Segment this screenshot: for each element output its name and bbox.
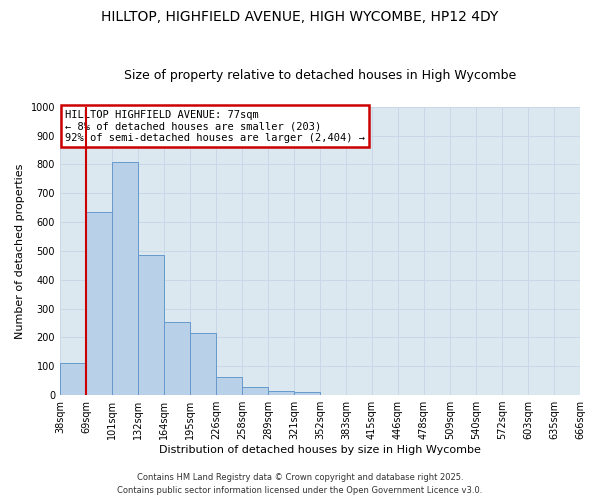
Text: Contains HM Land Registry data © Crown copyright and database right 2025.
Contai: Contains HM Land Registry data © Crown c… — [118, 474, 482, 495]
Text: HILLTOP, HIGHFIELD AVENUE, HIGH WYCOMBE, HP12 4DY: HILLTOP, HIGHFIELD AVENUE, HIGH WYCOMBE,… — [101, 10, 499, 24]
Bar — [112, 162, 138, 395]
Bar — [242, 387, 268, 395]
Bar — [138, 256, 164, 395]
Y-axis label: Number of detached properties: Number of detached properties — [15, 163, 25, 338]
Bar — [190, 333, 216, 395]
Bar — [294, 392, 320, 395]
Bar — [60, 364, 86, 395]
X-axis label: Distribution of detached houses by size in High Wycombe: Distribution of detached houses by size … — [159, 445, 481, 455]
Title: Size of property relative to detached houses in High Wycombe: Size of property relative to detached ho… — [124, 69, 516, 82]
Bar — [216, 377, 242, 395]
Text: HILLTOP HIGHFIELD AVENUE: 77sqm
← 8% of detached houses are smaller (203)
92% of: HILLTOP HIGHFIELD AVENUE: 77sqm ← 8% of … — [65, 110, 365, 143]
Bar — [268, 391, 294, 395]
Bar — [164, 322, 190, 395]
Bar — [86, 212, 112, 395]
